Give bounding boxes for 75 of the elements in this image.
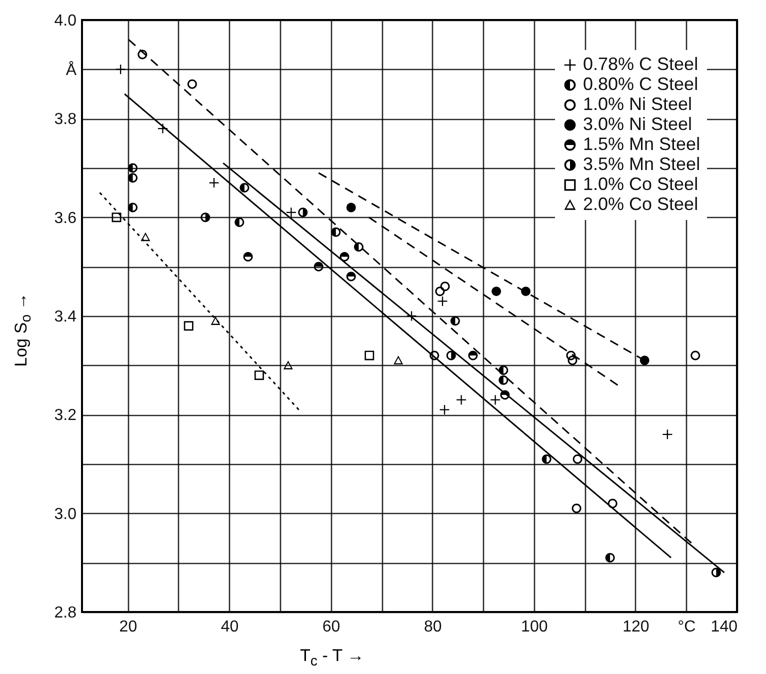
point [364, 350, 374, 360]
point [435, 286, 445, 296]
point [140, 232, 150, 242]
legend-label: 3.0% Ni Steel [583, 114, 692, 134]
point [521, 286, 531, 296]
point [498, 375, 508, 385]
point [640, 356, 650, 366]
point [128, 163, 138, 173]
y-tick-label: 3.8 [54, 111, 77, 128]
legend-label: 3.5% Mn Steel [583, 154, 700, 174]
point [430, 350, 440, 360]
point [283, 360, 293, 370]
point [128, 202, 138, 212]
x-tick-label: °C [678, 618, 696, 636]
x-tick-label: 100 [521, 618, 548, 636]
legend-label: 1.5% Mn Steel [583, 134, 700, 154]
point [187, 79, 197, 89]
point [608, 498, 618, 508]
point [572, 504, 582, 514]
point [690, 350, 700, 360]
point [605, 552, 615, 562]
point [158, 124, 168, 134]
point [340, 252, 350, 262]
x-tick-label: 20 [119, 618, 138, 636]
x-tick-label: 140 [710, 618, 738, 636]
point [456, 395, 466, 405]
point [500, 390, 510, 400]
point [492, 286, 502, 296]
x-tick-label: 60 [322, 618, 340, 636]
y-tick-label: 4.0 [54, 12, 77, 30]
point [346, 202, 356, 212]
point [354, 242, 364, 252]
point [446, 350, 456, 360]
legend-label: 1.0% Co Steel [583, 174, 698, 194]
point [331, 227, 341, 237]
x-tick-label: 80 [424, 618, 442, 636]
point [240, 182, 250, 192]
x-tick-label: 40 [220, 618, 239, 636]
legend-label: 2.0% Co Steel [583, 194, 698, 214]
y-tick-label: Å [66, 60, 77, 79]
y-tick-label: 3.0 [54, 506, 77, 523]
point [468, 350, 478, 360]
point [498, 366, 508, 376]
point [112, 212, 122, 222]
point [200, 212, 210, 222]
point [243, 252, 253, 262]
point [128, 173, 138, 183]
point [234, 218, 244, 228]
point [440, 404, 450, 414]
point [209, 178, 219, 188]
point [572, 454, 582, 464]
y-tick-label: 3.2 [54, 407, 77, 424]
point [138, 50, 148, 60]
point [254, 370, 264, 380]
y-tick-label: 3.4 [54, 308, 77, 326]
point [568, 356, 578, 366]
point [438, 296, 448, 306]
point [542, 454, 552, 464]
point [184, 321, 194, 331]
point [711, 568, 721, 578]
y-tick-label: 2.8 [54, 604, 77, 622]
point [314, 262, 324, 272]
point [286, 208, 296, 218]
point [346, 272, 356, 282]
point [450, 316, 460, 326]
x-axis-title: T$_{c}$ - T → [300, 646, 364, 670]
legend-label: 0.80% C Steel [583, 74, 698, 94]
y-tick-label: 3.6 [54, 210, 77, 227]
legend-label: 0.78% C Steel [583, 54, 698, 74]
point [394, 356, 404, 364]
point [298, 208, 308, 218]
legend-label: 1.0% Ni Steel [583, 94, 692, 114]
point [210, 316, 220, 325]
point [490, 395, 500, 405]
x-tick-label: 120 [622, 618, 650, 636]
